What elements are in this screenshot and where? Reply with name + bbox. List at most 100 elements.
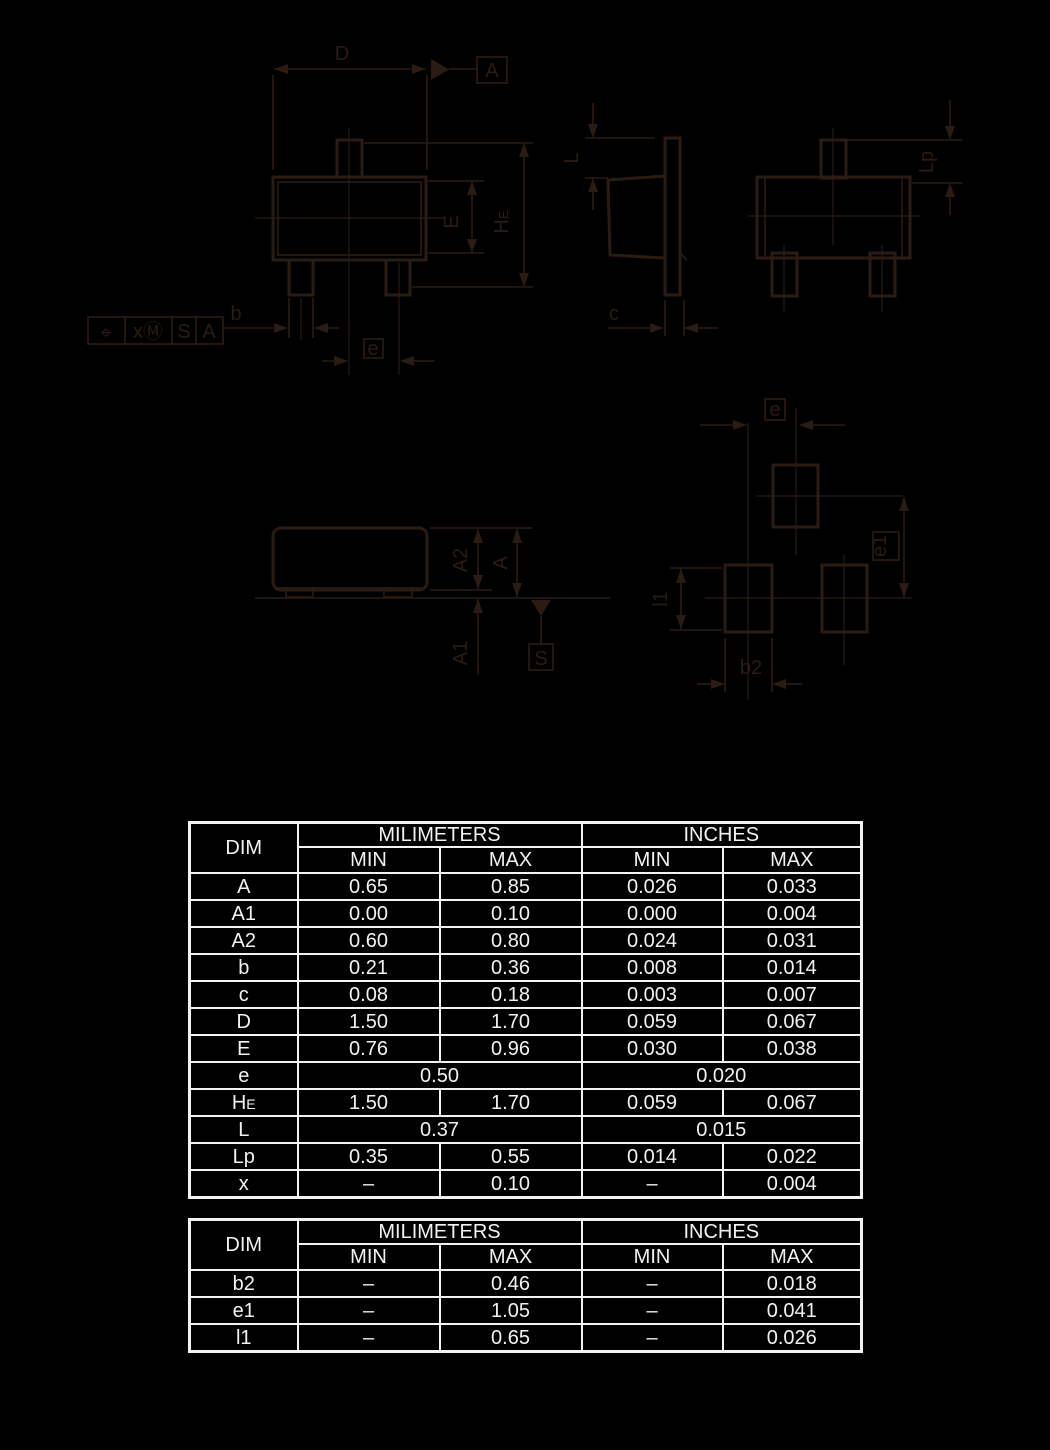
mm-max-cell: 1.70 (438, 1007, 583, 1036)
dim-cell: L (188, 1115, 299, 1144)
mm-max-cell: 0.36 (438, 953, 583, 982)
col-header-mm-max: MAX (438, 846, 583, 874)
mm-max-cell: 0.96 (438, 1034, 583, 1063)
dim-label-a: A (490, 556, 512, 570)
dim-cell: e (188, 1061, 299, 1090)
mm-min-cell: 0.08 (296, 980, 441, 1009)
col-header-mm-max: MAX (438, 1243, 583, 1271)
dim-cell: E (188, 1034, 299, 1063)
dim-cell: A2 (188, 926, 299, 955)
mm-max-cell: 0.18 (438, 980, 583, 1009)
front-view (255, 526, 610, 675)
col-header-in-max: MAX (721, 1243, 863, 1271)
datum-a-label: A (485, 60, 499, 82)
in-max-cell: 0.067 (721, 1088, 863, 1117)
mm-min-cell: – (296, 1169, 441, 1199)
in-value-cell: 0.020 (580, 1061, 863, 1090)
dim-cell: e1 (188, 1296, 299, 1325)
dim-label-a1: A1 (450, 641, 472, 665)
in-min-cell: – (580, 1323, 724, 1353)
mm-max-cell: 0.46 (438, 1269, 583, 1298)
dim-label-b: b (230, 303, 241, 325)
in-max-cell: 0.018 (721, 1269, 863, 1298)
in-max-cell: 0.033 (721, 872, 863, 901)
dim-cell: c (188, 980, 299, 1009)
drawing-labels: D A E HE b e ⌖ xⓂ S A L c Lp A2 A A1 S e… (100, 43, 938, 679)
mm-max-cell: 0.10 (438, 1169, 583, 1199)
dim-cell: A1 (188, 899, 299, 928)
table-row: b2–0.46–0.018 (188, 1269, 863, 1298)
dim-cell: b (188, 953, 299, 982)
fcf-position-symbol: ⌖ (100, 322, 111, 344)
in-min-cell: – (580, 1296, 724, 1325)
col-header-inches: INCHES (580, 1218, 863, 1245)
mm-max-cell: 0.65 (438, 1323, 583, 1353)
in-max-cell: 0.026 (721, 1323, 863, 1353)
mm-min-cell: 0.76 (296, 1034, 441, 1063)
mm-min-cell: 0.00 (296, 899, 441, 928)
dim-cell: Lp (188, 1142, 299, 1171)
rear-view (748, 100, 962, 312)
col-header-in-min: MIN (580, 1243, 724, 1271)
table-row: e1–1.05–0.041 (188, 1296, 863, 1325)
dim-label-b2: b2 (740, 657, 762, 679)
col-header-mm-min: MIN (296, 846, 441, 874)
in-min-cell: 0.030 (580, 1034, 724, 1063)
land-dim-label-e: e (769, 399, 780, 421)
in-max-cell: 0.004 (721, 1169, 863, 1199)
in-min-cell: 0.059 (580, 1088, 724, 1117)
dim-label-lp: Lp (916, 151, 938, 173)
in-max-cell: 0.031 (721, 926, 863, 955)
mm-min-cell: 0.21 (296, 953, 441, 982)
mm-value-cell: 0.37 (296, 1115, 583, 1144)
in-max-cell: 0.007 (721, 980, 863, 1009)
table-row: b 0.21 0.36 0.008 0.014 (188, 953, 863, 982)
dim-cell: b2 (188, 1269, 299, 1298)
mm-value-cell: 0.50 (296, 1061, 583, 1090)
dim-label-l: L (561, 152, 583, 163)
in-max-cell: 0.004 (721, 899, 863, 928)
in-max-cell: 0.038 (721, 1034, 863, 1063)
mm-min-cell: – (296, 1296, 441, 1325)
in-min-cell: 0.024 (580, 926, 724, 955)
table-row: A2 0.60 0.80 0.024 0.031 (188, 926, 863, 955)
in-min-cell: 0.059 (580, 1007, 724, 1036)
table-row: A 0.65 0.85 0.026 0.033 (188, 872, 863, 901)
in-min-cell: 0.000 (580, 899, 724, 928)
table-row: A1 0.00 0.10 0.000 0.004 (188, 899, 863, 928)
land-pattern (670, 398, 912, 700)
col-header-millimeters: MILIMETERS (296, 821, 583, 848)
in-min-cell: 0.008 (580, 953, 724, 982)
dim-cell: A (188, 872, 299, 901)
mm-max-cell: 1.70 (438, 1088, 583, 1117)
table-row: e 0.50 0.020 (188, 1061, 863, 1090)
table-row: Lp 0.35 0.55 0.014 0.022 (188, 1142, 863, 1171)
mm-max-cell: 0.80 (438, 926, 583, 955)
in-max-cell: 0.041 (721, 1296, 863, 1325)
col-header-millimeters: MILIMETERS (296, 1218, 583, 1245)
dim-table: DIM MILIMETERS INCHES MIN MAX MIN MAX b2–0.46–0… (188, 1218, 864, 1353)
in-min-cell: – (580, 1169, 724, 1199)
mm-min-cell: 0.60 (296, 926, 441, 955)
datum-s-label: S (534, 648, 547, 670)
table-row: E 0.76 0.96 0.030 0.038 (188, 1034, 863, 1063)
table-row: D 1.50 1.70 0.059 0.067 (188, 1007, 863, 1036)
mm-min-cell: 1.50 (296, 1007, 441, 1036)
mm-max-cell: 0.10 (438, 899, 583, 928)
dim-label-d: D (335, 43, 349, 65)
in-max-cell: 0.014 (721, 953, 863, 982)
mm-max-cell: 0.85 (438, 872, 583, 901)
dim-label-c: c (609, 303, 619, 325)
table-row: c 0.08 0.18 0.003 0.007 (188, 980, 863, 1009)
col-header-mm-min: MIN (296, 1243, 441, 1271)
in-min-cell: 0.026 (580, 872, 724, 901)
col-header-in-min: MIN (580, 846, 724, 874)
top-view (87, 56, 533, 375)
table-row: L 0.37 0.015 (188, 1115, 863, 1144)
mm-max-cell: 0.55 (438, 1142, 583, 1171)
fcf-datum-s: S (177, 321, 190, 343)
dim-label-l1: l1 (650, 591, 672, 607)
dim-label-e1: e1 (869, 535, 891, 557)
in-max-cell: 0.022 (721, 1142, 863, 1171)
dim-cell: x (188, 1169, 299, 1199)
